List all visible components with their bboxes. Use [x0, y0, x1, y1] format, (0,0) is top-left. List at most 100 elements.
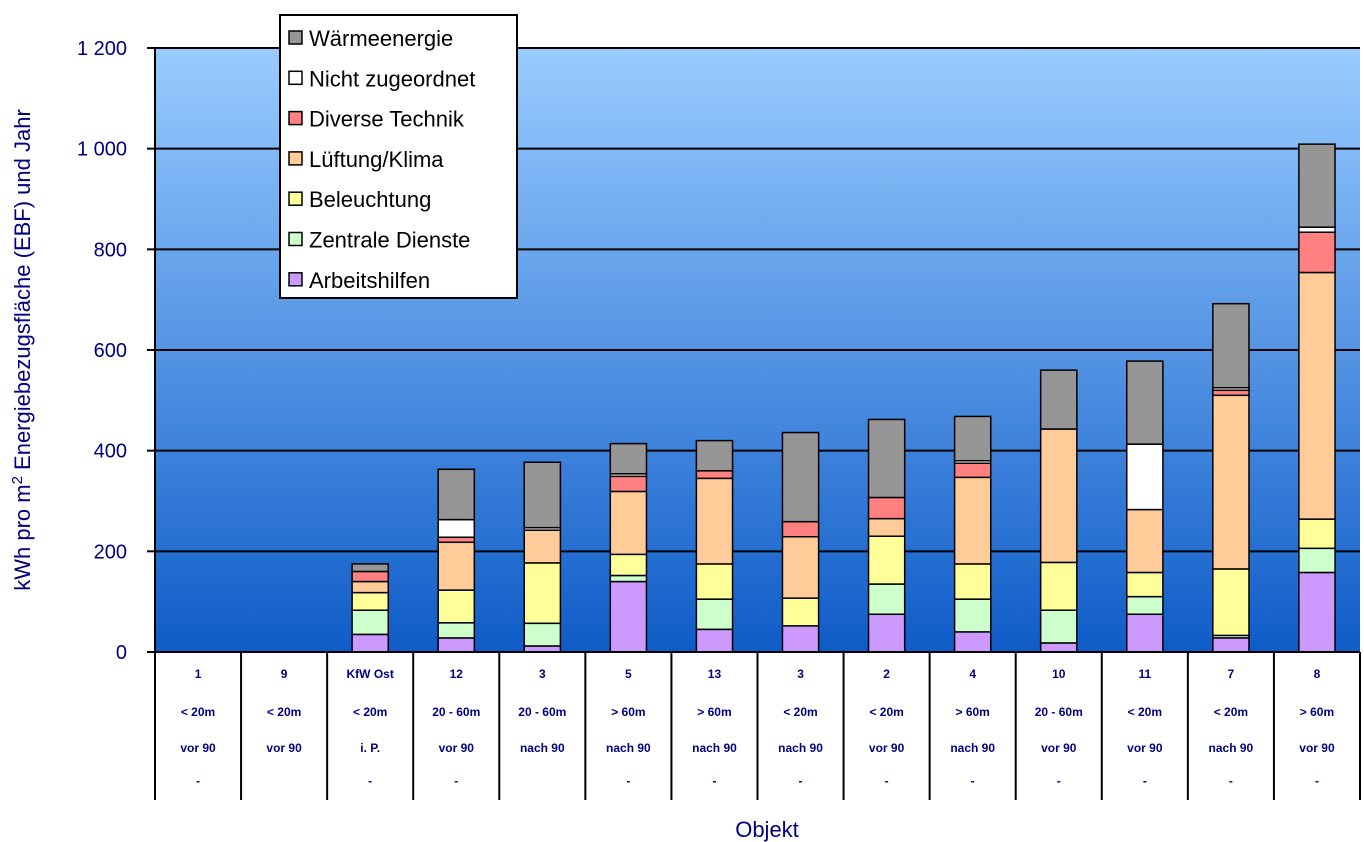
bar-segment	[953, 563, 992, 600]
legend-label: Zentrale Dienste	[309, 228, 470, 253]
y-tick-labels: 0 200 400 600 800 1 000 1 200	[77, 38, 155, 664]
bar-segment	[867, 535, 906, 585]
bar-segment	[523, 562, 562, 625]
x-category-label: 9	[281, 667, 288, 681]
x-axis-title: Objekt	[735, 817, 799, 842]
x-category-label: vor 90	[1299, 741, 1335, 755]
y-axis-title: kWh pro m2 Energiebezugsfläche (EBF) und…	[9, 109, 35, 591]
x-category-label: nach 90	[1209, 741, 1254, 755]
bar-segment	[695, 477, 734, 565]
x-category-label: 2	[883, 667, 890, 681]
x-category-label: -	[885, 774, 889, 788]
bar-segment	[437, 637, 476, 653]
bar-segment	[781, 431, 820, 523]
bar-segment	[1298, 547, 1336, 574]
x-category-label: 8	[1314, 667, 1321, 681]
bar-segment	[953, 476, 992, 565]
x-category-label: > 60m	[955, 705, 989, 719]
legend: Wärmeenergie Nicht zugeordnet Diverse Tech…	[279, 14, 518, 299]
x-category-label: < 20m	[1214, 705, 1248, 719]
bar-segment	[1298, 571, 1336, 653]
bar-segment	[1298, 143, 1336, 228]
bar-segment	[1039, 609, 1078, 644]
x-category-label: vor 90	[439, 741, 475, 755]
x-category-label: 1	[195, 667, 202, 681]
bar-segment	[351, 563, 390, 573]
x-category-label: -	[1229, 774, 1233, 788]
legend-label: Diverse Technik	[309, 107, 465, 132]
bar-segment	[1039, 369, 1078, 430]
bar-segment	[953, 415, 992, 462]
bar-segment	[523, 529, 562, 564]
x-category-label: < 20m	[1128, 705, 1162, 719]
x-category-label: nach 90	[520, 741, 565, 755]
y-tick-label: 0	[116, 642, 127, 664]
bar-segment	[1039, 642, 1078, 653]
bar-segment	[953, 598, 992, 633]
x-category-label: -	[971, 774, 975, 788]
y-tick-label: 800	[94, 239, 127, 261]
x-category-label: nach 90	[778, 741, 823, 755]
x-category-label: 13	[708, 667, 722, 681]
bar-segment	[351, 591, 390, 611]
bar-segment	[1125, 595, 1164, 616]
bar-segment	[609, 553, 648, 577]
x-category-label: < 20m	[181, 705, 215, 719]
x-category-label: -	[1143, 774, 1147, 788]
x-category-label: 12	[450, 667, 464, 681]
bar-segment	[1039, 561, 1078, 611]
bar-segment	[781, 625, 820, 653]
bar-segment	[1125, 508, 1164, 574]
x-category-label: -	[712, 774, 716, 788]
bar-segment	[867, 613, 906, 653]
bar-segment	[1298, 231, 1336, 274]
bar-segment	[1212, 637, 1250, 653]
legend-swatch	[288, 30, 303, 45]
bar-segment	[1298, 226, 1336, 233]
y-tick-label: 600	[94, 340, 127, 362]
x-category-label: < 20m	[869, 705, 903, 719]
bar-segment	[609, 442, 648, 475]
x-category-label: -	[454, 774, 458, 788]
x-category-labels: 1 < 20m vor 90 - 9 < 20m vor 90 KfW Ost < 20m i. …	[180, 667, 1335, 788]
bar-segment	[953, 631, 992, 653]
bar-segment	[781, 535, 820, 599]
x-category-label: > 60m	[1300, 705, 1334, 719]
bar-segment	[867, 517, 906, 537]
bar-segment	[1125, 571, 1164, 598]
bar-segment	[437, 518, 476, 538]
bar-segment	[437, 541, 476, 591]
legend-swatch	[288, 231, 303, 247]
y-tick-label: 200	[94, 541, 127, 563]
x-category-label: vor 90	[266, 741, 302, 755]
bar-segment	[351, 570, 390, 583]
legend-label: Lüftung/Klima	[309, 147, 444, 172]
bar-segment	[695, 563, 734, 600]
bar-segment	[609, 580, 648, 653]
x-category-label: 20 - 60m	[1035, 705, 1083, 719]
bar-segment	[351, 580, 390, 594]
x-category-label: nach 90	[606, 741, 651, 755]
x-category-label: -	[626, 774, 630, 788]
bar-segment	[1212, 568, 1250, 637]
x-category-label: 10	[1052, 667, 1066, 681]
x-category-label: nach 90	[692, 741, 737, 755]
legend-swatch	[288, 70, 303, 86]
legend-swatch	[288, 110, 303, 126]
bar-segment	[781, 520, 820, 538]
x-category-label: vor 90	[1041, 741, 1077, 755]
bar-segment	[523, 461, 562, 529]
x-category-label: < 20m	[267, 705, 301, 719]
bar-segment	[1212, 302, 1250, 389]
bar-segment	[523, 622, 562, 647]
x-category-label: -	[1315, 774, 1319, 788]
bar-segment	[1298, 518, 1336, 550]
bar-segment	[351, 609, 390, 636]
bar-segment	[1212, 389, 1250, 397]
x-category-label: vor 90	[180, 741, 216, 755]
x-category-label: 7	[1228, 667, 1235, 681]
bar-segment	[1125, 443, 1164, 511]
x-category-label: vor 90	[1127, 741, 1163, 755]
bar-segment	[695, 439, 734, 472]
bars	[351, 143, 1336, 653]
